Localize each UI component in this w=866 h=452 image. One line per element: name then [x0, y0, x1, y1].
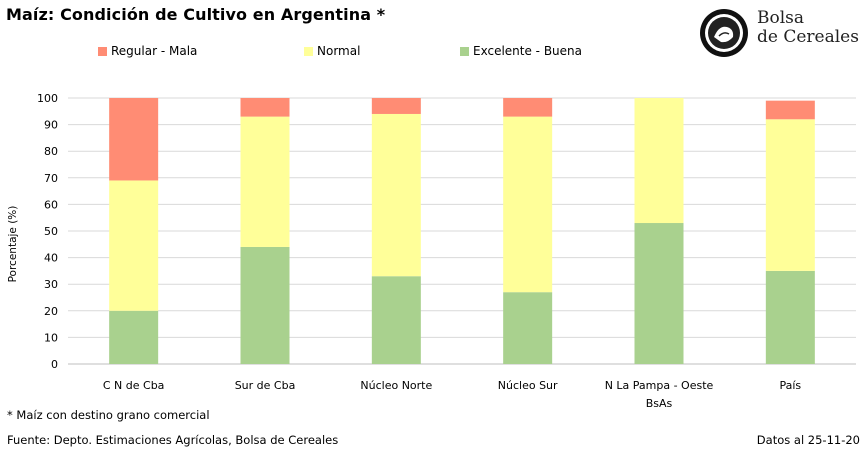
y-tick-label: 100 [37, 92, 58, 105]
bolsa-de-cereales-logo: Bolsa de Cereales [697, 7, 862, 59]
x-tick-label: Núcleo Sur [498, 379, 558, 392]
bar-regular-mala-nucleo-norte [371, 98, 421, 114]
legend-label-excelente-buena: Excelente - Buena [473, 44, 583, 58]
source-note: Fuente: Depto. Estimaciones Agrícolas, B… [7, 433, 339, 447]
bar-excelente-buena-pais [765, 270, 815, 364]
legend-item-normal: Normal [304, 44, 360, 58]
bar-regular-mala-c-n-de-cba [109, 98, 159, 181]
bar-normal-nucleo-norte [371, 113, 421, 277]
footnote: * Maíz con destino grano comercial [7, 408, 210, 422]
y-tick-label: 40 [44, 252, 58, 265]
y-tick-label: 70 [44, 172, 58, 185]
bar-normal-nucleo-sur [503, 116, 553, 293]
bar-regular-mala-pais [765, 100, 815, 120]
y-tick-label: 90 [44, 119, 58, 132]
legend-label-regular-mala: Regular - Mala [111, 44, 198, 58]
bar-regular-mala-sur-de-cba [240, 98, 290, 117]
y-tick-label: 20 [44, 305, 58, 318]
x-tick-label: Sur de Cba [235, 379, 296, 392]
legend-swatch-excelente-buena [460, 47, 469, 56]
bar-normal-c-n-de-cba [109, 180, 159, 311]
chart-title: Maíz: Condición de Cultivo en Argentina … [6, 5, 386, 24]
legend-label-normal: Normal [317, 44, 361, 58]
x-tick-label: C N de Cba [103, 379, 165, 392]
legend-item-regular-mala: Regular - Mala [98, 44, 197, 58]
y-tick-label: 30 [44, 278, 58, 291]
bar-excelente-buena-c-n-de-cba [109, 310, 159, 364]
bar-regular-mala-nucleo-sur [503, 98, 553, 117]
y-tick-label: 0 [51, 358, 58, 371]
data-date: Datos al 25-11-20 [756, 433, 860, 447]
logo-wordmark: Bolsa de Cereales [757, 9, 859, 47]
bar-excelente-buena-nucleo-norte [371, 276, 421, 364]
x-tick-label: N La Pampa - Oeste [605, 379, 714, 392]
x-tick-label: BsAs [646, 397, 673, 410]
y-tick-label: 60 [44, 198, 58, 211]
logo-line-2: de Cereales [757, 27, 859, 47]
bar-excelente-buena-n-la-pampa-oeste-bsas [634, 223, 684, 364]
bar-normal-sur-de-cba [240, 116, 290, 247]
y-tick-label: 10 [44, 331, 58, 344]
x-tick-label: País [779, 379, 801, 392]
legend-swatch-normal [304, 47, 313, 56]
x-tick-label: Núcleo Norte [360, 379, 432, 392]
seal-icon [700, 9, 748, 57]
bar-excelente-buena-sur-de-cba [240, 246, 290, 364]
legend-swatch-regular-mala [98, 47, 107, 56]
bar-excelente-buena-nucleo-sur [503, 292, 553, 364]
bar-normal-pais [765, 119, 815, 271]
bar-normal-n-la-pampa-oeste-bsas [634, 98, 684, 224]
y-tick-label: 80 [44, 145, 58, 158]
y-tick-label: 50 [44, 225, 58, 238]
logo-line-1: Bolsa [757, 8, 805, 28]
legend-item-excelente-buena: Excelente - Buena [460, 44, 582, 58]
